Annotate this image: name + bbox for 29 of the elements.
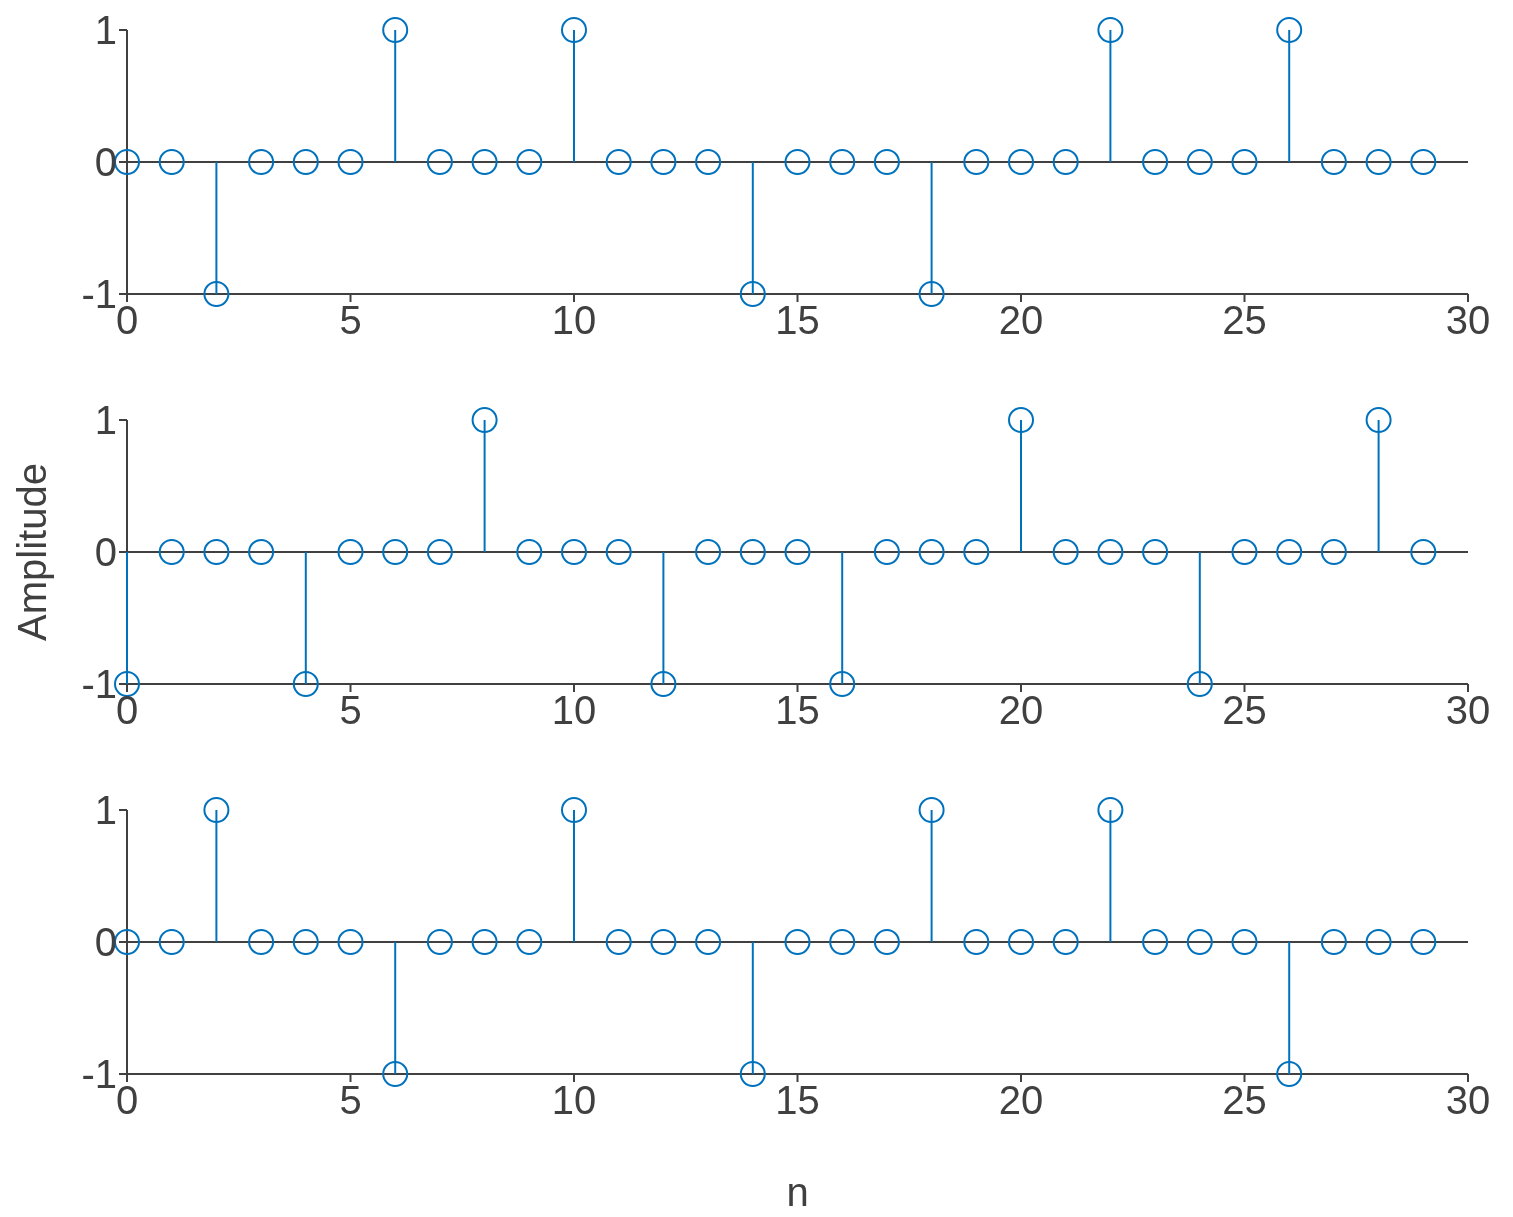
x-tick-label: 10 [551, 688, 597, 733]
x-tick-label: 10 [551, 1078, 597, 1123]
x-tick-label: 5 [339, 1078, 362, 1123]
x-tick-label: 20 [998, 298, 1044, 343]
x-tick-label: 15 [775, 1078, 820, 1123]
y-tick-label: -1 [81, 662, 117, 707]
x-tick-label: 5 [339, 298, 362, 343]
y-tick-label: 0 [94, 140, 117, 185]
y-tick-label: -1 [81, 1052, 117, 1097]
x-tick-label: 15 [775, 298, 820, 343]
y-tick-label: 0 [94, 920, 117, 965]
x-tick-label: 25 [1222, 1078, 1267, 1123]
x-tick-label: 30 [1445, 688, 1491, 733]
y-tick-label: 1 [94, 788, 117, 833]
x-tick-label: 5 [339, 688, 362, 733]
x-tick-label: 30 [1445, 298, 1491, 343]
x-tick-label: 20 [998, 688, 1044, 733]
y-axis-title: Amplitude [10, 463, 55, 641]
y-tick-label: 0 [94, 530, 117, 575]
y-tick-label: 1 [94, 8, 117, 53]
y-tick-label: 1 [94, 398, 117, 443]
x-tick-label: 25 [1222, 298, 1267, 343]
x-axis-title: n [786, 1170, 809, 1214]
y-tick-label: -1 [81, 272, 117, 317]
x-tick-label: 15 [775, 688, 820, 733]
x-tick-label: 30 [1445, 1078, 1491, 1123]
x-tick-label: 10 [551, 298, 597, 343]
x-tick-label: 25 [1222, 688, 1267, 733]
x-tick-label: 20 [998, 1078, 1044, 1123]
